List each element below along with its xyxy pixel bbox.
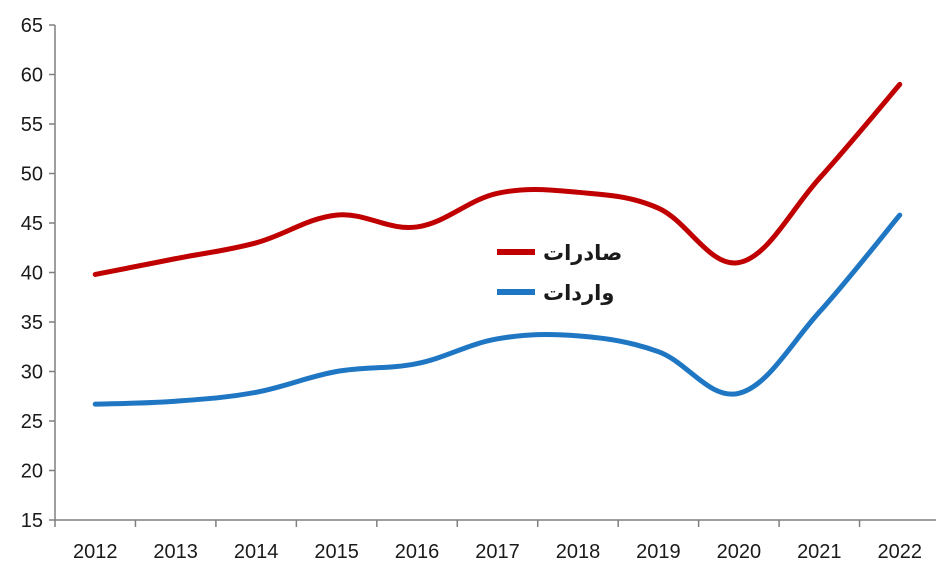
- series-line-0: [92, 81, 903, 277]
- legend-label-0: صادرات: [543, 241, 622, 265]
- legend: صادرات واردات: [497, 241, 622, 305]
- y-tick-labels: 15 20 25 30 35 40 45 50 55 60 65: [21, 15, 43, 532]
- x-tick-label: 2012: [73, 541, 118, 561]
- x-axis: [54, 519, 936, 527]
- x-tick-label: 2016: [395, 541, 440, 561]
- y-tick-label: 45: [21, 213, 43, 235]
- x-tick-label: 2020: [717, 541, 762, 561]
- x-tick-label: 2015: [314, 541, 359, 561]
- x-tick-label: 2022: [878, 541, 923, 561]
- x-tick-label: 2018: [556, 541, 601, 561]
- series-line-1: [92, 212, 903, 407]
- x-tick-label: 2013: [153, 541, 198, 561]
- legend-label-1: واردات: [543, 281, 614, 305]
- series-lines: [92, 81, 903, 407]
- x-tick-label: 2019: [636, 541, 681, 561]
- y-tick-label: 25: [21, 411, 43, 433]
- y-tick-label: 55: [21, 114, 43, 136]
- y-tick-label: 65: [21, 15, 43, 37]
- x-tick-labels: 2012 2013 2014 2015 2016 2017 2018 2019 2020 2021…: [73, 541, 922, 561]
- x-tick-label: 2021: [797, 541, 842, 561]
- y-tick-label: 30: [21, 362, 43, 384]
- y-tick-label: 50: [21, 164, 43, 186]
- y-tick-label: 40: [21, 263, 43, 285]
- y-tick-label: 35: [21, 312, 43, 334]
- x-tick-label: 2014: [234, 541, 279, 561]
- x-tick-label: 2017: [475, 541, 520, 561]
- y-tick-label: 15: [21, 510, 43, 532]
- y-axis: [49, 24, 56, 521]
- y-tick-label: 20: [21, 461, 43, 483]
- y-tick-label: 60: [21, 65, 43, 87]
